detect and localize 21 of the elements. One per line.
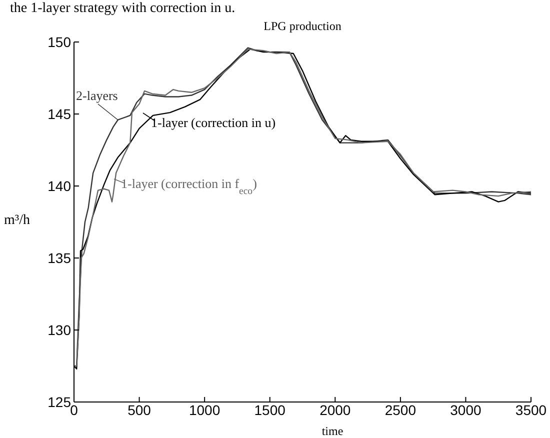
chart-title: LPG production — [264, 19, 342, 33]
x-tick-label: 3000 — [450, 402, 482, 418]
x-tick-label: 3500 — [515, 402, 547, 418]
y-tick-label: 125 — [48, 394, 72, 410]
x-tick-label: 0 — [70, 402, 78, 418]
y-axis-title: m³/h — [4, 213, 30, 228]
text: the 1-layer strategy with correction in u. — [10, 1, 236, 16]
y-tick-label: 130 — [48, 322, 72, 338]
x-tick-label: 1000 — [188, 402, 220, 418]
x-axis-title: time — [322, 424, 344, 438]
legend-label: 1-layer (correction in u) — [151, 115, 276, 130]
x-tick-label: 1500 — [254, 402, 286, 418]
y-tick-label: 135 — [48, 250, 72, 266]
y-tick-label: 145 — [48, 106, 72, 122]
series-label: 2-layers — [76, 88, 118, 103]
x-tick-label: 500 — [128, 402, 152, 418]
x-tick-label: 2500 — [384, 402, 416, 418]
legend-label: 1-layer (correction in f$_{eco}$) — [121, 176, 257, 196]
y-tick-label: 140 — [48, 178, 72, 194]
x-tick-label: 2000 — [320, 402, 351, 418]
y-tick-label: 150 — [48, 34, 72, 50]
